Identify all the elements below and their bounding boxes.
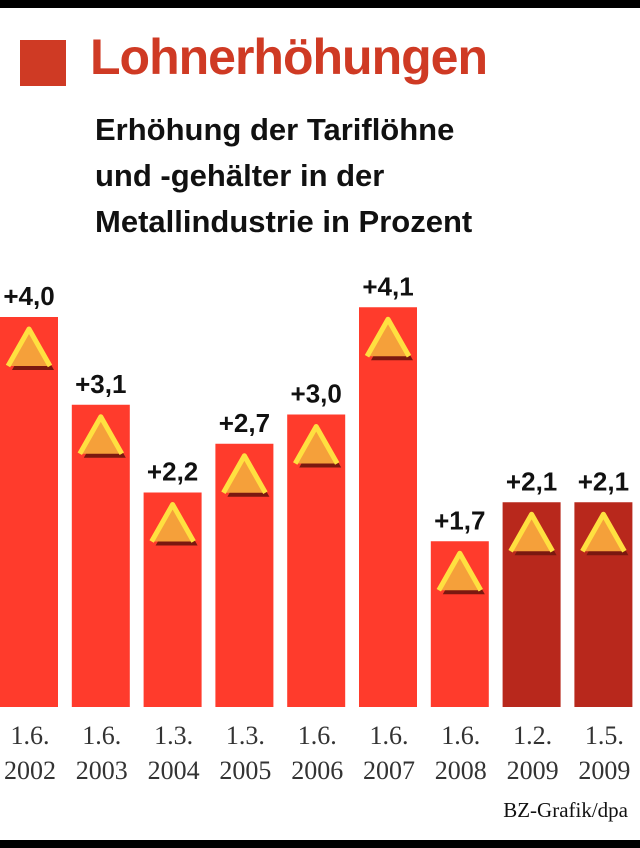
category-date-label: 1.3.	[226, 721, 265, 750]
category-year-label: 2009	[507, 756, 559, 785]
bar-value-label: +4,0	[3, 281, 54, 311]
bar-value-label: +3,1	[75, 369, 126, 399]
bar-value-label: +3,0	[291, 379, 342, 409]
chart-subtitle-line-1: Erhöhung der Tariflöhne	[95, 112, 455, 147]
bar	[0, 317, 58, 707]
up-triangle-icon	[364, 316, 413, 361]
category-year-label: 2003	[76, 756, 128, 785]
top-rule	[0, 0, 640, 8]
category-date-label: 1.6.	[298, 721, 337, 750]
up-triangle-icon	[436, 550, 485, 595]
source-credit: BZ-Grafik/dpa	[503, 798, 628, 822]
category-year-label: 2005	[219, 756, 271, 785]
up-triangle-icon	[77, 414, 126, 458]
category-date-label: 1.6.	[370, 721, 409, 750]
title-square-icon	[20, 40, 66, 86]
bar-value-label: +4,1	[362, 271, 413, 301]
up-triangle-icon	[508, 511, 557, 556]
up-triangle-icon	[221, 453, 270, 497]
bar-value-label: +2,1	[578, 466, 629, 496]
category-date-label: 1.3.	[154, 721, 193, 750]
bar	[359, 307, 417, 707]
category-date-label: 1.6.	[11, 721, 50, 750]
bottom-rule	[0, 840, 640, 848]
bar-value-label: +1,7	[434, 505, 485, 535]
chart-subtitle-line-2: und -gehälter in der	[95, 158, 385, 193]
category-year-label: 2002	[4, 756, 56, 785]
chart-title: Lohnerhöhungen	[90, 29, 488, 85]
up-triangle-icon	[5, 326, 54, 370]
category-year-label: 2007	[363, 756, 415, 785]
chart-subtitle-line-3: Metallindustrie in Prozent	[95, 204, 473, 239]
up-triangle-icon	[293, 424, 342, 468]
category-year-label: 2006	[291, 756, 343, 785]
category-year-label: 2004	[148, 756, 200, 785]
up-triangle-icon	[580, 511, 629, 556]
category-date-label: 1.2.	[513, 721, 552, 750]
category-date-label: 1.5.	[585, 721, 624, 750]
category-date-label: 1.6.	[82, 721, 121, 750]
category-year-label: 2009	[578, 756, 630, 785]
up-triangle-icon	[149, 502, 198, 546]
bar-value-label: +2,2	[147, 457, 198, 487]
category-year-label: 2008	[435, 756, 487, 785]
category-date-label: 1.6.	[441, 721, 480, 750]
bar-value-label: +2,1	[506, 466, 557, 496]
bar-value-label: +2,7	[219, 408, 270, 438]
